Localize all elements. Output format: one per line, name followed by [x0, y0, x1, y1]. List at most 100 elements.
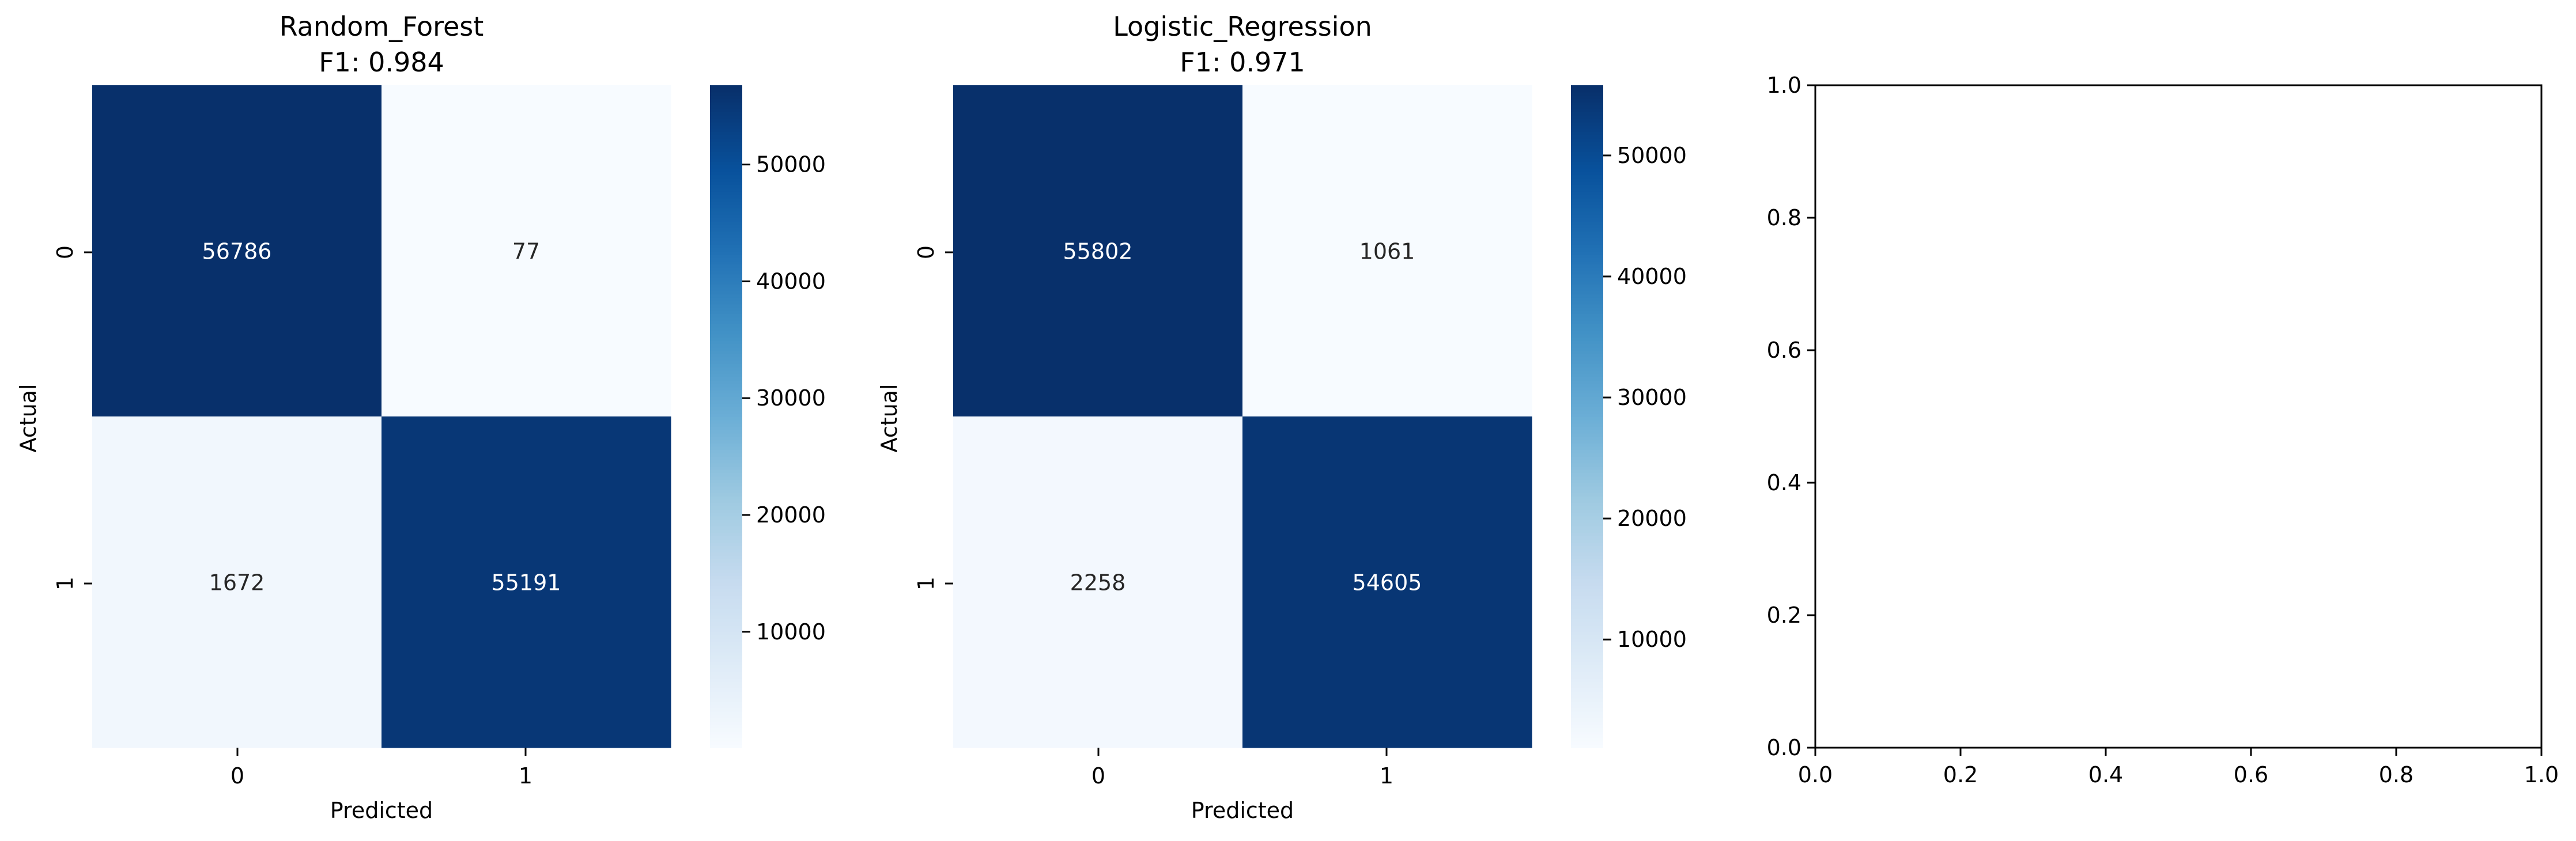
panel2-colorbar-segment	[1571, 267, 1603, 271]
panel2-colorbar-segment	[1571, 207, 1603, 212]
panel2-x-tick-label-0: 0	[1091, 763, 1105, 789]
panel2-colorbar-segment	[1571, 598, 1603, 603]
panel2-colorbar-segment	[1571, 88, 1603, 93]
panel2-colorbar-segment	[1571, 459, 1603, 464]
panel2-colorbar-segment	[1571, 380, 1603, 384]
panel1-colorbar-segment	[710, 453, 742, 457]
panel2-colorbar-segment	[1571, 651, 1603, 656]
panel1-colorbar-segment	[710, 479, 742, 483]
panel2-colorbar-segment	[1571, 406, 1603, 411]
panel2-colorbar-segment	[1571, 691, 1603, 695]
panel1-colorbar-segment	[710, 701, 742, 706]
panel2-colorbar-segment	[1571, 277, 1603, 282]
panel2-colorbar-segment	[1571, 502, 1603, 507]
panel1-colorbar-segment	[710, 141, 742, 146]
panel2-colorbar-segment	[1571, 377, 1603, 381]
panel2-colorbar-segment	[1571, 734, 1603, 738]
panel1-colorbar-segment	[710, 108, 742, 112]
panel1-colorbar-segment	[710, 708, 742, 712]
panel2-colorbar-segment	[1571, 718, 1603, 722]
panel2-title-line1: Logistic_Regression	[1113, 11, 1372, 42]
panel1-colorbar-segment	[710, 661, 742, 666]
panel1-colorbar-segment	[710, 711, 742, 715]
panel2-colorbar-segment	[1571, 264, 1603, 268]
panel2-colorbar-segment	[1571, 284, 1603, 288]
panel1-colorbar-segment	[710, 366, 742, 371]
panel1-colorbar-segment	[710, 721, 742, 725]
panel2-colorbar-segment	[1571, 711, 1603, 715]
panel2-colorbar-segment	[1571, 135, 1603, 139]
panel1-colorbar-segment	[710, 125, 742, 129]
panel2-colorbar-segment	[1571, 602, 1603, 606]
panel3-y-tick-label: 0.0	[1767, 735, 1801, 760]
panel2-colorbar-segment	[1571, 552, 1603, 556]
panel2-colorbar-segment	[1571, 569, 1603, 573]
panel1-colorbar-segment	[710, 290, 742, 295]
panel2-colorbar-segment	[1571, 363, 1603, 368]
panel2-colorbar-segment	[1571, 519, 1603, 523]
panel2-colorbar-segment	[1571, 92, 1603, 96]
panel2-colorbar-segment	[1571, 506, 1603, 510]
panel2-colorbar-segment	[1571, 744, 1603, 748]
panel1-colorbar-segment	[710, 387, 742, 391]
panel1-colorbar-segment	[710, 297, 742, 301]
panel2-colorbar-segment	[1571, 529, 1603, 533]
panel1-colorbar-segment	[710, 204, 742, 209]
panel2-colorbar-segment	[1571, 446, 1603, 450]
panel1-colorbar-segment	[710, 499, 742, 503]
panel2-title-line2: F1: 0.971	[1180, 47, 1305, 78]
panel1-colorbar-segment	[710, 317, 742, 321]
panel2-colorbar-segment	[1571, 168, 1603, 172]
panel2-colorbar-segment	[1571, 251, 1603, 255]
confusion-matrix-random-forest: Random_Forest F1: 0.984 56786 77 1672 55191…	[16, 11, 826, 823]
panel1-colorbar-segment	[710, 154, 742, 159]
panel2-colorbar-segment	[1571, 184, 1603, 189]
panel1-colorbar-segment	[710, 175, 742, 179]
panel1-colorbar-segment	[710, 578, 742, 583]
panel2-cell-1-1	[1242, 416, 1532, 748]
panel2-y-tick-label-0: 0	[913, 245, 939, 259]
panel1-colorbar-segment	[710, 178, 742, 182]
panel2-colorbar-segment	[1571, 413, 1603, 417]
confusion-matrix-logistic-regression: Logistic_Regression F1: 0.971 55802 1061 2…	[877, 11, 1687, 823]
panel1-colorbar-segment	[710, 320, 742, 324]
panel2-colorbar-segment	[1571, 658, 1603, 662]
panel1-cell-value-1-1: 55191	[492, 570, 561, 596]
panel1-colorbar-segment	[710, 112, 742, 116]
panel2-colorbar-segment	[1571, 383, 1603, 388]
panel1-colorbar-segment	[710, 466, 742, 470]
panel2-colorbar-segment	[1571, 665, 1603, 669]
panel2-colorbar-segment	[1571, 486, 1603, 490]
panel1-colorbar-segment	[710, 684, 742, 689]
panel2-colorbar-segment	[1571, 440, 1603, 444]
panel2-colorbar-segment	[1571, 628, 1603, 632]
panel1-colorbar-segment	[710, 681, 742, 685]
panel1-x-tick-label-0: 0	[231, 763, 244, 789]
panel2-colorbar-segment	[1571, 343, 1603, 348]
panel2-colorbar-segment	[1571, 181, 1603, 185]
panel2-colorbar-segment	[1571, 642, 1603, 646]
panel2-colorbar-segment	[1571, 648, 1603, 653]
panel1-colorbar-segment	[710, 327, 742, 331]
panel2-colorbar-segment	[1571, 241, 1603, 245]
panel2-colorbar-segment	[1571, 433, 1603, 437]
panel2-colorbar-segment	[1571, 101, 1603, 106]
panel1-colorbar-segment	[710, 400, 742, 404]
panel1-colorbar-segment	[710, 572, 742, 576]
panel1-colorbar-segment	[710, 555, 742, 560]
panel1-colorbar-segment	[710, 698, 742, 702]
panel2-colorbar-segment	[1571, 449, 1603, 454]
panel1-colorbar-segment	[710, 350, 742, 354]
panel2-colorbar-segment	[1571, 605, 1603, 609]
panel1-colorbar-segment	[710, 254, 742, 258]
panel1-colorbar-segment	[710, 218, 742, 222]
panel2-colorbar-segment	[1571, 479, 1603, 483]
panel2-cell-value-1-0: 2258	[1070, 570, 1126, 596]
panel2-colorbar-ticks: 10000 20000 30000 40000 50000	[1603, 143, 1687, 652]
panel1-colorbar-segment	[710, 430, 742, 434]
panel1-colorbar-segment	[710, 194, 742, 199]
panel1-colorbar-segment	[710, 665, 742, 669]
panel1-colorbar-segment	[710, 313, 742, 318]
panel2-colorbar-segment	[1571, 337, 1603, 341]
panel1-colorbar-segment	[710, 377, 742, 381]
